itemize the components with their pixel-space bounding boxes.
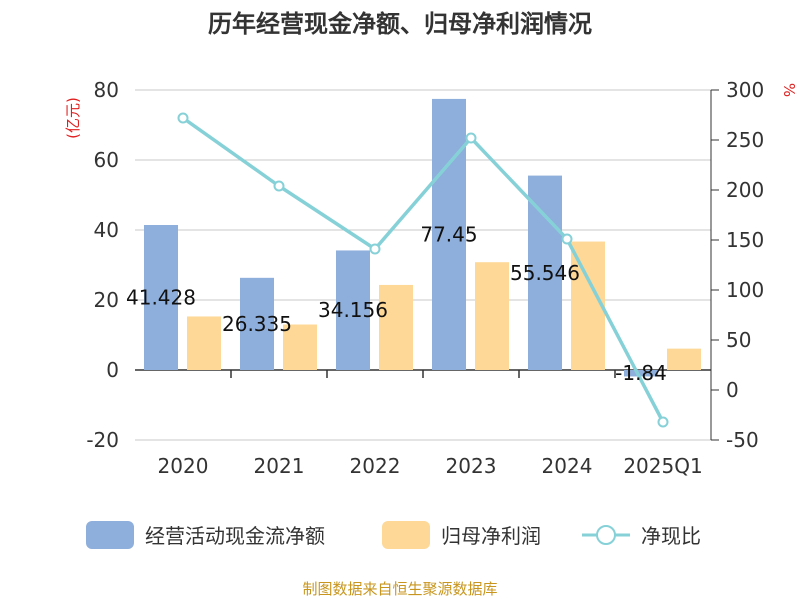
ratio-point (657, 416, 669, 428)
y-left-tick-label: 80 (94, 78, 119, 102)
source-note: 制图数据来自恒生聚源数据库 (302, 580, 497, 598)
legend: 经营活动现金流净额 归母净利润 净现比 (86, 521, 701, 549)
y-right-tick-label: 50 (726, 328, 751, 352)
x-tick-label: 2024 (542, 454, 593, 478)
legend-label-ratio: 净现比 (641, 524, 701, 548)
bar-profit (283, 324, 317, 370)
cashflow-data-label: 41.428 (126, 286, 196, 310)
y-right-unit: % (780, 83, 798, 97)
x-tick-label: 2023 (446, 454, 497, 478)
legend-label-cashflow: 经营活动现金流净额 (145, 524, 325, 548)
cashflow-data-label: 55.546 (510, 261, 580, 285)
chart-title: 历年经营现金净额、归母净利润情况 (208, 10, 592, 38)
y-right-tick-label: 200 (726, 178, 764, 202)
legend-swatch-ratio-marker (596, 525, 616, 545)
axes: -20 0 20 40 60 80 -50 0 50 100 150 200 250 300 (亿元)% 20… (64, 78, 798, 478)
x-tick-label: 2021 (254, 454, 305, 478)
ratio-point (465, 132, 477, 144)
bar-profit (379, 284, 413, 370)
ratio-point (369, 243, 381, 255)
cashflow-data-label: 34.156 (318, 298, 388, 322)
ratio-point (561, 233, 573, 245)
bar-cashflow (336, 250, 370, 370)
y-right-tick-label: 300 (726, 78, 764, 102)
bar-cashflow (432, 98, 466, 371)
cashflow-data-label: -1.84 (615, 361, 667, 385)
bar-profit (187, 316, 221, 370)
y-left-tick-label: 0 (106, 358, 119, 382)
x-tick-label: 2025Q1 (623, 454, 702, 478)
bar-cashflow (240, 277, 274, 370)
y-right-tick-label: 100 (726, 278, 764, 302)
bar-cashflow (144, 225, 178, 370)
grid-lines (135, 89, 711, 441)
x-tick-label: 2020 (158, 454, 209, 478)
cashflow-data-label: 77.45 (420, 222, 477, 246)
ratio-point (273, 180, 285, 192)
ratio-point (177, 112, 189, 124)
y-right-tick-label: 0 (726, 378, 739, 402)
bar-profit (475, 262, 509, 370)
legend-swatch-cashflow (86, 521, 134, 549)
ratio-line-path (181, 116, 665, 423)
legend-swatch-profit (382, 521, 430, 549)
y-right-tick-label: -50 (726, 428, 759, 452)
bars (144, 98, 701, 377)
y-left-tick-label: -20 (86, 428, 119, 452)
ratio-line (177, 112, 669, 428)
y-left-tick-label: 60 (94, 148, 119, 172)
y-left-tick-label: 20 (94, 288, 119, 312)
bar-cashflow (624, 370, 658, 377)
y-right-tick-label: 150 (726, 228, 764, 252)
cashflow-data-label: 26.335 (222, 312, 292, 336)
y-right-tick-label: 250 (726, 128, 764, 152)
y-left-unit: (亿元) (64, 97, 82, 139)
legend-label-profit: 归母净利润 (441, 524, 541, 548)
x-tick-label: 2022 (350, 454, 401, 478)
data-labels: 41.428 26.335 34.156 77.45 55.546 -1.84 (126, 222, 667, 385)
bar-profit (667, 348, 701, 370)
y-left-tick-label: 40 (94, 218, 119, 242)
bar-cashflow (528, 175, 562, 370)
bar-profit (571, 241, 605, 370)
